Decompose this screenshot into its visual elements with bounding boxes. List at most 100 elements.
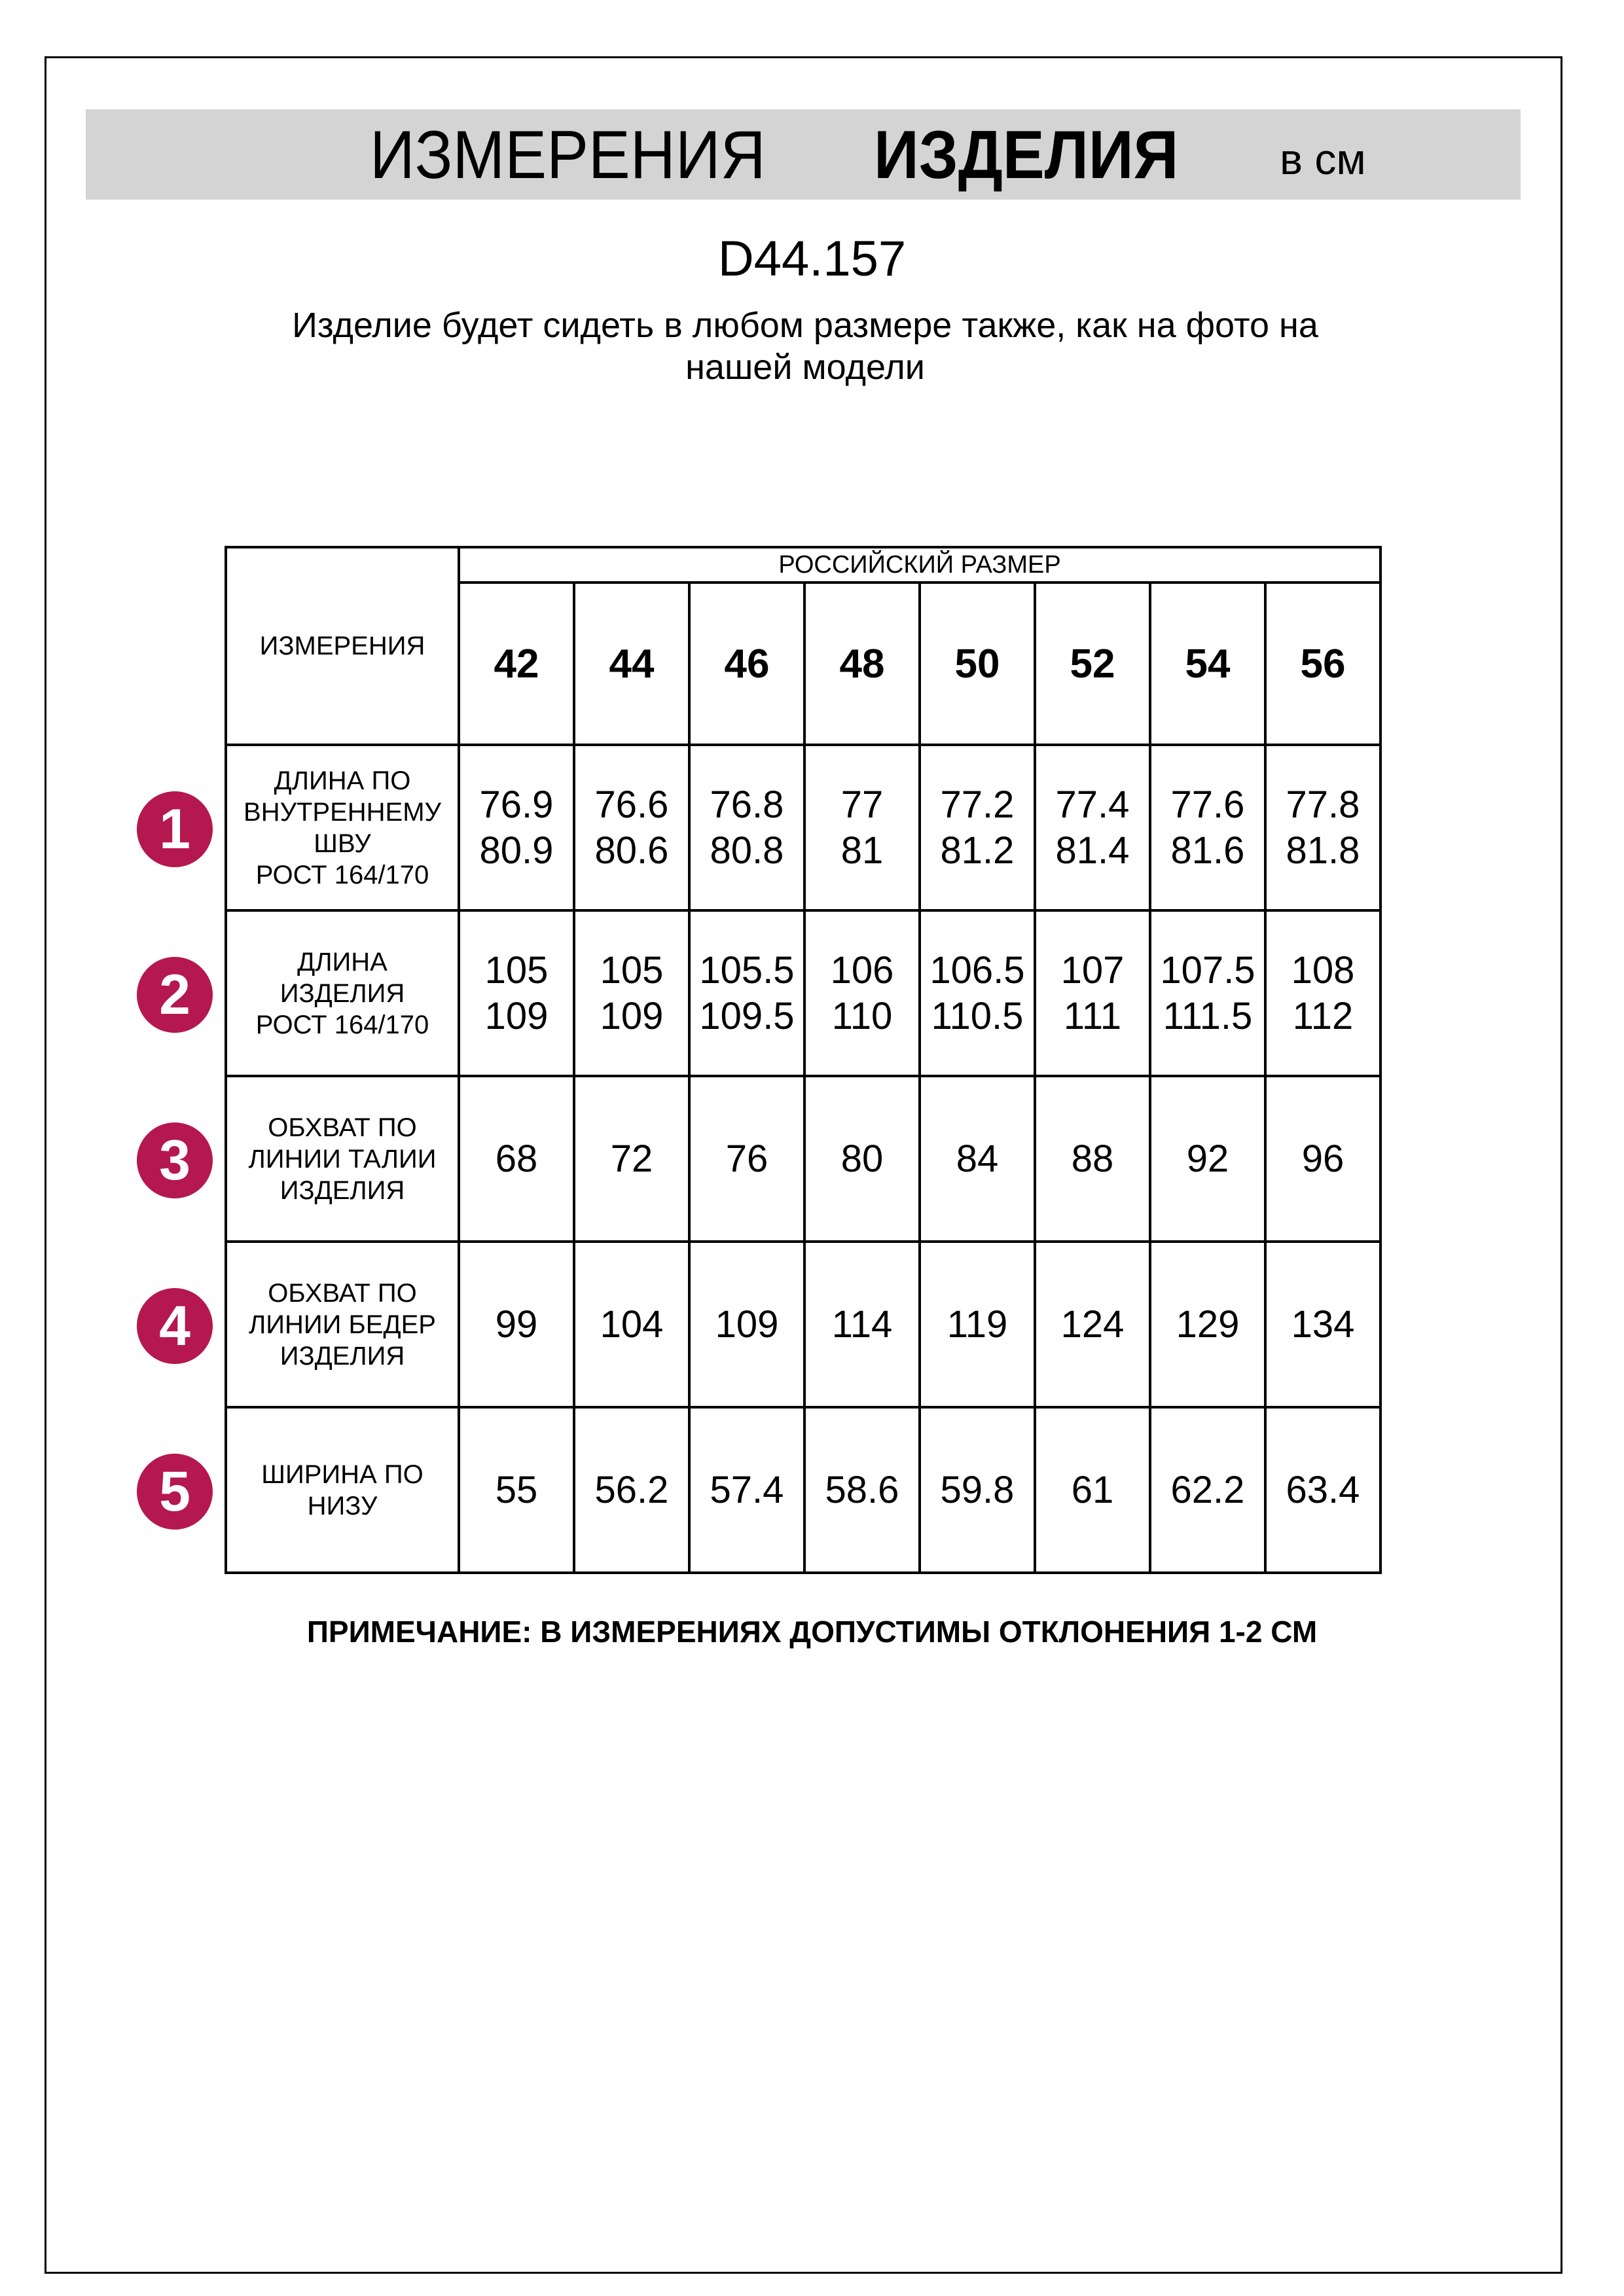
value-cell: 77.8 81.8	[1264, 744, 1382, 912]
product-code: D44.157	[717, 231, 907, 287]
label-line: ОБХВАТ ПО	[268, 1278, 417, 1308]
value: 134	[1291, 1302, 1355, 1346]
value-cell: 114	[803, 1240, 921, 1408]
title-band	[86, 109, 1521, 200]
title-regular: ИЗМЕРЕНИЯ	[370, 117, 766, 193]
measure-header: ИЗМЕРЕНИЯ	[225, 546, 460, 746]
value: 72	[610, 1137, 653, 1180]
table-row: ДЛИНА ИЗДЕЛИЯ РОСТ 164/170 105 109 105 109 105.…	[225, 909, 1382, 1077]
value: 92	[1186, 1137, 1229, 1180]
value: 109	[715, 1302, 779, 1346]
label-line: РОСТ 164/170	[255, 1010, 429, 1039]
measurement-label: ДЛИНА ИЗДЕЛИЯ РОСТ 164/170	[225, 909, 460, 1077]
value-cell: 108 112	[1264, 909, 1382, 1077]
title-bold: ИЗДЕЛИЯ	[874, 117, 1179, 193]
value: 105	[600, 948, 664, 992]
label-line: ИЗДЕЛИЯ	[280, 978, 405, 1008]
value-cell: 76.8 80.8	[688, 744, 806, 912]
value: 76	[725, 1137, 768, 1180]
table-row: ДЛИНА ПО ВНУТРЕННЕМУ ШВУ РОСТ 164/170 76.9 80…	[225, 744, 1382, 912]
value-cell: 107.5 111.5	[1149, 909, 1267, 1077]
value: 76.9	[479, 783, 554, 826]
value: 63.4	[1286, 1468, 1360, 1511]
value-cell: 88	[1034, 1075, 1151, 1243]
measurement-label: ОБХВАТ ПО ЛИНИИ ТАЛИИ ИЗДЕЛИЯ	[225, 1075, 460, 1243]
value-cell: 106.5 110.5	[918, 909, 1036, 1077]
value: 110	[831, 994, 893, 1037]
value: 57.4	[710, 1468, 784, 1511]
label-line: ШВУ	[314, 829, 371, 858]
value-cell: 107 111	[1034, 909, 1151, 1077]
label-line: ДЛИНА	[297, 947, 388, 977]
value-cell: 77 81	[803, 744, 921, 912]
size-header: 42	[458, 581, 575, 746]
size-group-header: РОССИЙСКИЙ РАЗМЕР	[458, 546, 1382, 584]
value: 77	[840, 783, 884, 826]
row-number-badge: 2	[137, 957, 213, 1033]
title-unit: в см	[1280, 135, 1366, 183]
value: 77.8	[1286, 783, 1360, 826]
size-header: 44	[573, 581, 691, 746]
value: 80.9	[479, 829, 554, 872]
value: 80.6	[594, 829, 669, 872]
value-cell: 76.9 80.9	[458, 744, 575, 912]
value-cell: 76	[688, 1075, 806, 1243]
value: 119	[947, 1302, 1008, 1346]
value: 111.5	[1163, 994, 1253, 1037]
value-cell: 119	[918, 1240, 1036, 1408]
value: 59.8	[940, 1468, 1015, 1511]
value-cell: 84	[918, 1075, 1036, 1243]
value: 105.5	[699, 948, 795, 992]
label-line: ИЗДЕЛИЯ	[280, 1341, 405, 1371]
value-cell: 58.6	[803, 1406, 921, 1574]
value: 96	[1301, 1137, 1344, 1180]
value: 111	[1063, 994, 1122, 1037]
value: 58.6	[825, 1468, 899, 1511]
value: 106.5	[929, 948, 1025, 992]
value: 88	[1071, 1137, 1114, 1180]
table-row: ОБХВАТ ПО ЛИНИИ ТАЛИИ ИЗДЕЛИЯ 68 72 76 80 84 88 9…	[225, 1075, 1382, 1243]
value: 109.5	[699, 994, 795, 1037]
size-header: 50	[918, 581, 1036, 746]
label-line: ЛИНИИ БЕДЕР	[249, 1310, 436, 1339]
value-cell: 57.4	[688, 1406, 806, 1574]
value-cell: 68	[458, 1075, 575, 1243]
value: 104	[600, 1302, 664, 1346]
table-row: ШИРИНА ПО НИЗУ 55 56.2 57.4 58.6 59.8 61 62.2 63.…	[225, 1406, 1382, 1574]
size-header: 54	[1149, 581, 1267, 746]
row-number-badge: 3	[137, 1122, 213, 1198]
value: 76.8	[710, 783, 784, 826]
value: 81.2	[940, 829, 1015, 872]
value: 61	[1071, 1468, 1114, 1511]
value-cell: 106 110	[803, 909, 921, 1077]
value: 81.6	[1170, 829, 1245, 872]
value: 107.5	[1160, 948, 1255, 992]
value-cell: 62.2	[1149, 1406, 1267, 1574]
row-number-badge: 4	[137, 1288, 213, 1364]
row-number-badge: 1	[137, 791, 213, 867]
value-cell: 92	[1149, 1075, 1267, 1243]
subtitle: Изделие будет сидеть в любом размере так…	[292, 306, 1318, 387]
value-cell: 77.2 81.2	[918, 744, 1036, 912]
value: 80.8	[710, 829, 784, 872]
value: 62.2	[1170, 1468, 1245, 1511]
value-cell: 129	[1149, 1240, 1267, 1408]
value-cell: 76.6 80.6	[573, 744, 691, 912]
value-cell: 55	[458, 1406, 575, 1574]
value: 114	[831, 1302, 893, 1346]
row-number-badge: 5	[137, 1454, 213, 1530]
value-cell: 105 109	[458, 909, 575, 1077]
value-cell: 72	[573, 1075, 691, 1243]
label-line: НИЗУ	[307, 1491, 378, 1520]
value-cell: 105 109	[573, 909, 691, 1077]
value-cell: 63.4	[1264, 1406, 1382, 1574]
label-line: РОСТ 164/170	[255, 860, 429, 889]
value-cell: 109	[688, 1240, 806, 1408]
size-header: 56	[1264, 581, 1382, 746]
measurement-label: ШИРИНА ПО НИЗУ	[225, 1406, 460, 1574]
value-cell: 99	[458, 1240, 575, 1408]
value: 84	[956, 1137, 999, 1180]
value: 81.8	[1286, 829, 1360, 872]
value: 99	[495, 1302, 538, 1346]
value-cell: 80	[803, 1075, 921, 1243]
